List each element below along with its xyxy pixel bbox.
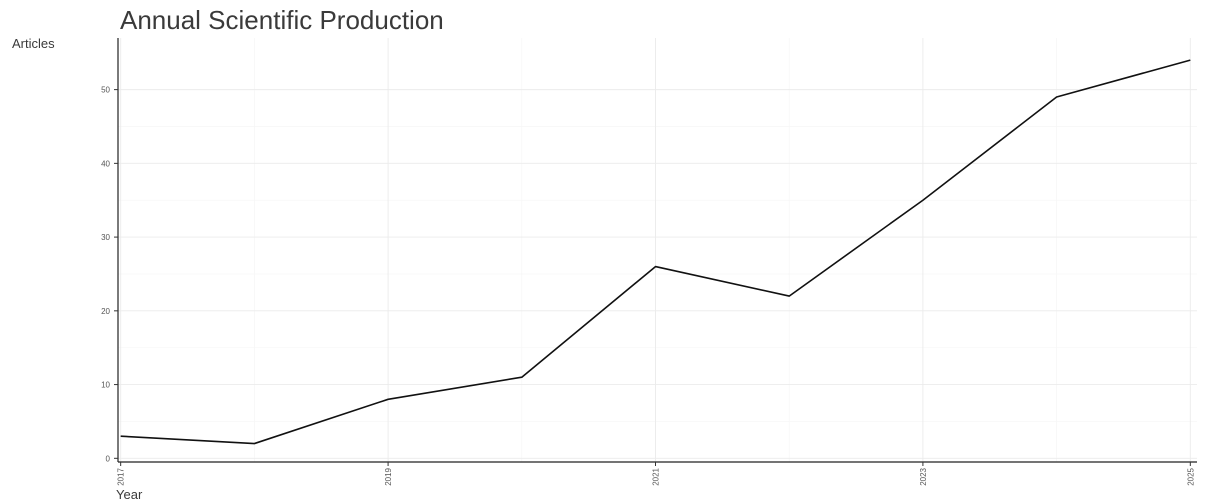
y-tick-label: 50 xyxy=(101,86,110,95)
series-line xyxy=(120,59,1191,445)
y-tick-label: 30 xyxy=(101,233,110,242)
x-tick-label: 2019 xyxy=(384,467,393,485)
y-tick-label: 40 xyxy=(101,159,110,168)
y-axis-title: Articles xyxy=(12,36,55,51)
axes: 0 10 20 30 40 50 2017 2019 2021 2023 2025 xyxy=(101,38,1197,486)
x-axis-title: Year xyxy=(116,487,143,502)
x-tick-label: 2023 xyxy=(919,467,928,485)
x-tick-label: 2025 xyxy=(1186,467,1195,485)
x-tick-label: 2017 xyxy=(117,467,126,485)
y-tick-label: 10 xyxy=(101,381,110,390)
grid xyxy=(118,38,1197,462)
series xyxy=(120,59,1191,445)
chart-title: Annual Scientific Production xyxy=(120,5,444,35)
x-tick-label: 2021 xyxy=(651,467,660,485)
y-tick-label: 20 xyxy=(101,307,110,316)
y-tick-label: 0 xyxy=(106,454,111,463)
